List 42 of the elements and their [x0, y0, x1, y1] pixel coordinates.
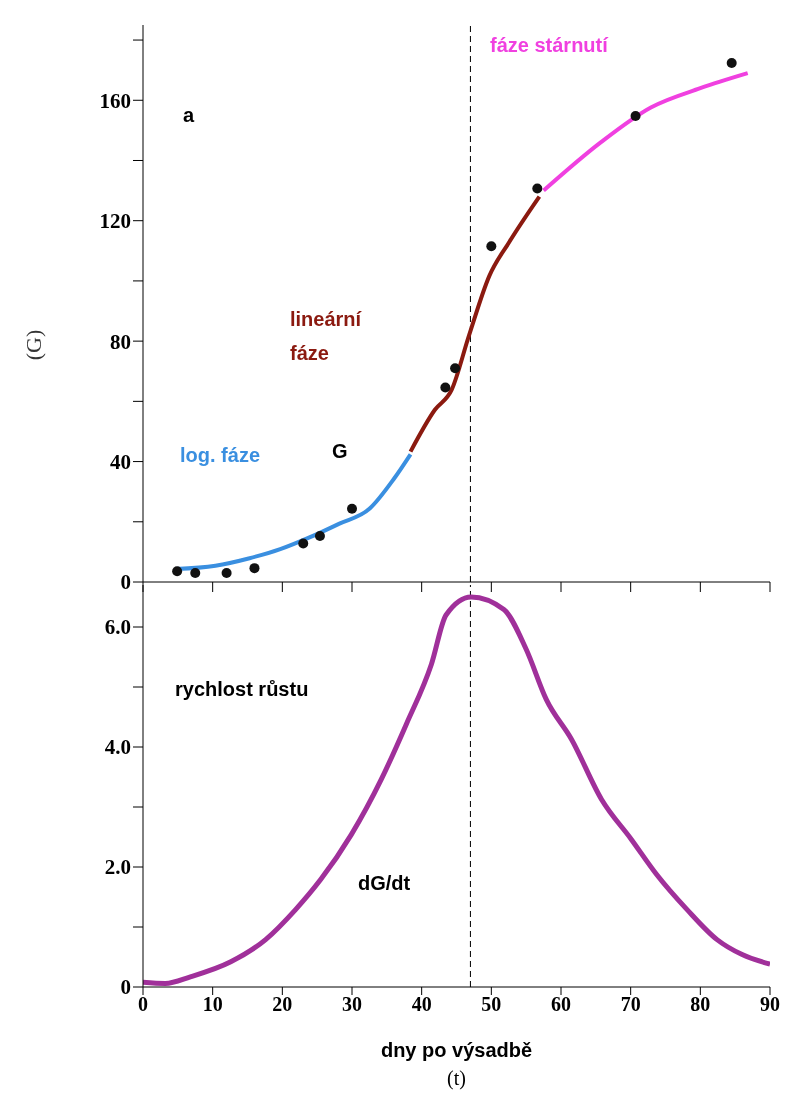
point	[249, 563, 260, 574]
x-tick-label: 50	[481, 993, 502, 1016]
x-axis-title: dny po výsadbě (t)	[379, 1039, 534, 1090]
y-tick-label: 0	[120, 975, 131, 1000]
annotation: rychlost růstu	[175, 678, 309, 701]
text: fáze stárnutí	[490, 33, 610, 58]
point	[347, 503, 357, 514]
y-tick-label: 0	[120, 570, 131, 595]
y-tick-label: 160	[99, 88, 131, 113]
x-tick-label: 70	[620, 993, 641, 1016]
point	[221, 567, 232, 578]
x-tick-label: 60	[551, 993, 571, 1016]
point	[440, 382, 451, 393]
text: lineární fáze	[290, 307, 363, 366]
x-tick-label: 30	[342, 993, 362, 1016]
x-tick-label: 90	[760, 993, 780, 1016]
x-tick-label: 0	[138, 993, 148, 1016]
x-tick-label: 40	[411, 993, 432, 1016]
point	[486, 241, 497, 252]
annotation: G	[332, 440, 348, 463]
text: log. fáze	[180, 443, 261, 468]
point	[450, 363, 461, 374]
y-tick-label: 2.0	[104, 855, 131, 880]
point	[190, 567, 201, 578]
line-series	[408, 194, 542, 454]
point	[172, 566, 183, 577]
y-tick-label: 6.0	[104, 615, 131, 640]
y-tick-label: 40	[110, 450, 131, 475]
y-axis-title: (G)	[21, 328, 47, 363]
annotation: dG/dt	[358, 872, 411, 895]
point	[726, 57, 737, 68]
x-tick-label: 80	[690, 993, 711, 1016]
annotation: a	[183, 104, 195, 127]
point	[314, 530, 325, 541]
x-tick-label: 10	[202, 993, 223, 1016]
y-tick-label: 120	[99, 209, 131, 234]
point	[298, 538, 309, 549]
x-tick-label: 20	[272, 993, 293, 1016]
y-tick-label: 4.0	[104, 735, 131, 760]
point	[630, 110, 641, 121]
point	[532, 183, 543, 194]
y-tick-label: 80	[110, 329, 131, 354]
